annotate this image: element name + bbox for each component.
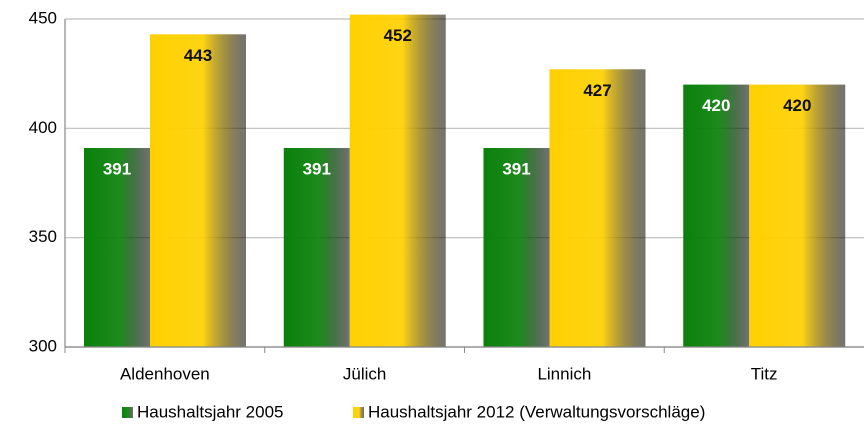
value-label: 443: [184, 46, 212, 65]
bar: [683, 84, 750, 347]
value-label: 391: [303, 159, 331, 178]
y-tick-label: 450: [29, 8, 57, 27]
bar: [749, 84, 846, 347]
value-label: 452: [384, 26, 412, 45]
y-tick-label: 400: [29, 118, 57, 137]
bar: [349, 14, 446, 347]
x-tick-label: Aldenhoven: [120, 364, 210, 383]
value-label: 420: [783, 96, 811, 115]
y-tick-label: 300: [29, 336, 57, 355]
value-label: 391: [502, 159, 530, 178]
legend-swatch: [353, 407, 364, 418]
y-tick-label: 350: [29, 227, 57, 246]
bar: [483, 148, 550, 347]
legend-label: Haushaltsjahr 2005: [137, 402, 283, 421]
x-tick-label: Titz: [751, 364, 778, 383]
x-tick-label: Linnich: [537, 364, 591, 383]
legend-swatch: [122, 407, 133, 418]
bar: [84, 148, 150, 347]
value-label: 391: [103, 159, 131, 178]
bar: [549, 69, 646, 347]
legend-label: Haushaltsjahr 2012 (Verwaltungsvorschläg…: [368, 402, 705, 421]
value-label: 420: [702, 96, 730, 115]
bar: [283, 148, 350, 347]
value-label: 427: [583, 81, 611, 100]
x-tick-label: Jülich: [343, 364, 386, 383]
bar: [150, 34, 246, 347]
